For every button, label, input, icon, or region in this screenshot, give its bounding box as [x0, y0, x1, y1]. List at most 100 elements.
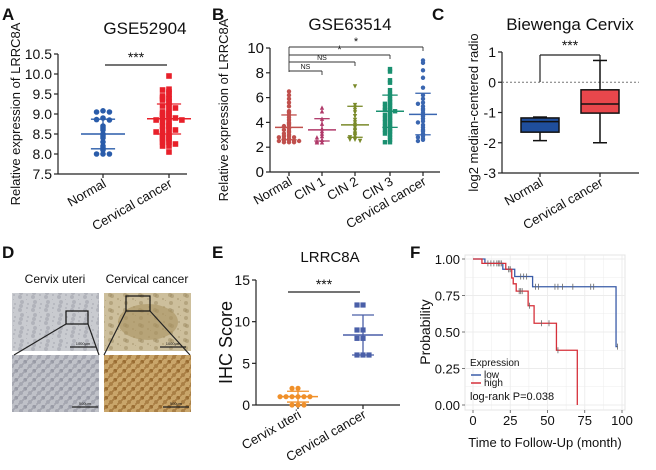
chart-title: LRRC8A: [300, 249, 359, 266]
y-tick-label: 1: [488, 44, 496, 60]
data-point: [354, 327, 360, 333]
panel-letter: F: [410, 243, 420, 262]
significance-label: ***: [128, 49, 145, 65]
data-point: [295, 402, 301, 408]
y-tick-label: 8: [256, 65, 264, 82]
data-point: [159, 139, 166, 145]
data-point: [301, 402, 307, 408]
y-axis-label: log2 median-centered radio: [466, 33, 481, 191]
y-tick-label: 0: [488, 74, 496, 90]
x-tick-label: Normal: [65, 176, 109, 210]
annotation: log-rank P=0.038: [470, 391, 554, 403]
data-point: [420, 137, 426, 142]
y-tick-label: 7.5: [33, 166, 53, 182]
data-point: [382, 140, 388, 145]
data-point: [354, 302, 360, 308]
zoom-box: [65, 310, 89, 325]
data-point: [276, 135, 282, 140]
x-tick-label: 0: [469, 413, 476, 428]
data-point: [354, 335, 360, 341]
x-tick-label: CIN 2: [324, 174, 360, 204]
x-tick-label: CIN 1: [291, 174, 327, 204]
data-point: [286, 140, 292, 145]
x-tick-label: Normal: [502, 175, 546, 209]
data-point: [352, 137, 358, 142]
y-axis-label: Probability: [417, 299, 433, 364]
chart-title: Biewenga Cervix: [506, 15, 634, 34]
data-point: [295, 385, 301, 391]
y-tick-label: 0.00: [435, 398, 460, 413]
data-point: [347, 137, 353, 142]
data-point: [179, 117, 185, 123]
data-point: [382, 123, 388, 129]
y-tick-label: 10.5: [25, 46, 52, 62]
data-point: [387, 80, 393, 85]
y-tick-label: 8.0: [33, 146, 53, 162]
zoom-connector: [87, 323, 100, 356]
x-axis-label: Time to Follow-Up (month): [468, 435, 621, 450]
legend-label: high: [484, 378, 503, 389]
y-tick-label: -2: [484, 135, 497, 151]
y-tick-label: 0.50: [435, 325, 460, 340]
box: [580, 89, 620, 114]
data-point: [172, 141, 179, 147]
data-point: [159, 97, 166, 103]
x-tick-label: 75: [578, 413, 592, 428]
data-point: [319, 105, 325, 110]
box: [520, 117, 560, 133]
zoom-box: [125, 295, 151, 312]
panel-letter: D: [2, 243, 14, 262]
y-tick-label: 0: [242, 397, 250, 413]
y-tick-label: 0.25: [435, 362, 460, 377]
y-tick-label: 4: [256, 114, 264, 131]
data-point: [106, 151, 113, 157]
data-point: [296, 138, 302, 144]
data-point: [159, 87, 166, 93]
data-point: [420, 75, 426, 80]
scale-bar-label: 1000μm: [76, 341, 91, 346]
significance-label: ***: [316, 276, 333, 292]
data-point: [387, 66, 393, 72]
y-tick-label: 9.0: [33, 106, 53, 122]
data-point: [387, 78, 393, 83]
histology-image-cancer-high: [104, 355, 191, 412]
y-tick-label: -1: [484, 105, 497, 121]
data-point: [387, 132, 393, 137]
scale-bar-label: 500μm: [79, 401, 92, 406]
data-point: [159, 103, 166, 109]
chart-title: GSE63514: [308, 15, 391, 34]
data-point: [166, 96, 172, 102]
data-point: [382, 116, 388, 121]
data-point: [387, 135, 393, 140]
y-tick-label: 10.0: [25, 66, 52, 82]
y-tick-label: 9.5: [33, 86, 53, 102]
data-point: [172, 127, 179, 133]
y-tick-label: 10: [234, 314, 250, 330]
significance-label: *: [354, 36, 359, 48]
y-tick-label: 5: [242, 355, 250, 371]
data-point: [382, 120, 388, 125]
y-axis-label: Relative expression of LRRC8A: [8, 22, 23, 205]
data-point: [382, 101, 388, 106]
data-point: [153, 129, 159, 135]
panel-letter: C: [432, 5, 444, 24]
data-point: [106, 109, 113, 115]
data-point: [289, 385, 295, 391]
image-label: Cervical cancer: [106, 272, 189, 286]
data-point: [387, 140, 393, 145]
data-point: [314, 135, 320, 140]
data-point: [100, 108, 106, 114]
data-point: [289, 402, 295, 408]
data-point: [387, 130, 393, 135]
data-point: [382, 112, 388, 118]
y-tick-label: 1.00: [435, 252, 460, 267]
zoom-connector: [149, 310, 191, 356]
survival-curve-high: [473, 258, 578, 405]
x-tick-label: 100: [611, 413, 633, 428]
data-point: [281, 140, 287, 145]
data-point: [281, 127, 287, 133]
data-point: [153, 117, 159, 123]
data-point: [166, 73, 172, 79]
y-tick-label: 0.75: [435, 289, 460, 304]
